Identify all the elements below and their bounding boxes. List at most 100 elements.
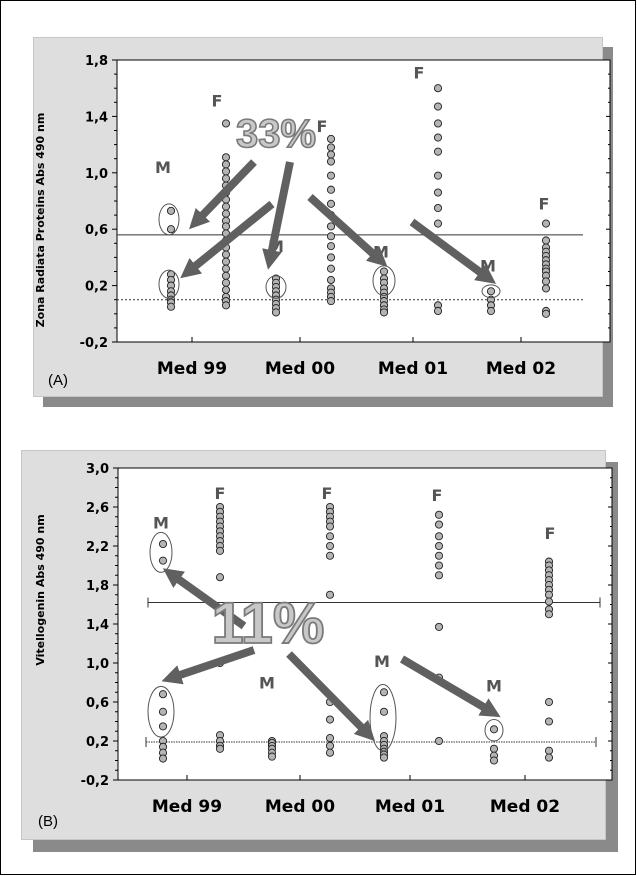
data-point-f [221,167,231,176]
data-point-f [326,150,336,159]
data-point-m [489,744,499,753]
data-point-f [326,199,336,208]
annotation-arrow [286,651,376,742]
data-point-f [326,275,336,285]
data-point-f [325,551,335,560]
data-point-f [326,253,336,262]
data-point-m [271,308,281,317]
x-category-label: Med 01 [378,359,448,379]
data-point-f [326,143,336,152]
data-point-f [326,242,336,251]
data-point-f [221,222,231,231]
data-point-f [544,697,554,707]
data-point-f [221,271,231,280]
y-tick-label: 0,6 [86,696,109,711]
data-point-f [544,717,554,726]
data-point-m [166,225,176,234]
y-tick-label: 3,0 [86,462,109,477]
annotation-arrow [161,646,256,685]
data-point-f [434,736,444,746]
data-point-f [326,232,336,241]
data-point-m [489,725,499,734]
data-point-f [325,734,335,743]
annotation-arrow [180,200,275,279]
data-point-f [541,284,551,293]
annotation-arrow [162,568,247,630]
data-point-f [221,153,231,162]
data-point-f [434,541,444,551]
data-point-f [221,278,231,287]
data-point-m [158,722,168,731]
data-point-f [221,160,231,169]
annotation-arrow [307,194,388,267]
m-ellipse-med99-low [158,269,180,299]
series-label-m: M [374,652,390,671]
m-ellipse-med02 [484,719,504,742]
series-label-f: F [539,194,550,213]
data-point-f [326,264,336,273]
x-category-label: Med 99 [152,797,222,817]
series-label-f: F [432,486,443,505]
m-ellipse-med99-high [149,531,173,573]
y-tick-label: 2,2 [86,540,109,555]
y-tick-label: 0,2 [85,280,108,295]
series-label-f: F [215,484,226,503]
m-ellipse-med01 [369,683,397,752]
data-point-f [325,715,335,724]
data-point-f [433,306,443,316]
data-point-m [166,302,176,311]
data-point-f [434,510,444,519]
data-point-f [541,277,551,286]
data-point-f [433,188,443,197]
data-point-f [433,147,443,156]
data-point-f [541,219,551,228]
data-point-f [433,84,443,93]
series-label-f: F [322,484,333,503]
y-tick-label: 1,4 [85,110,108,125]
data-point-f [434,622,444,631]
data-point-f [215,573,225,582]
x-category-label: Med 00 [265,797,335,817]
data-point-f [221,174,231,183]
data-point-m [379,688,389,697]
data-point-m [158,707,168,716]
y-tick-label: 1,0 [85,167,108,182]
data-point-f [326,297,336,306]
m-ellipse-med99-high [158,203,180,236]
x-category-label: Med 99 [157,359,227,379]
series-label-f: F [414,63,425,82]
data-point-m [379,267,389,276]
m-ellipse-med99-low [147,685,175,738]
data-point-m [166,206,176,215]
series-label-m: M [259,673,275,692]
data-point-f [434,532,444,541]
data-point-f [221,264,231,273]
m-ellipse-med00 [265,275,287,299]
annotation-arrow [399,655,501,718]
data-point-f [325,522,335,531]
data-point-m [158,754,168,763]
x-category-label: Med 02 [490,797,560,817]
data-point-f [433,119,443,128]
data-point-f [433,133,443,142]
panel-label: (B) [38,813,58,830]
data-point-f [326,185,336,194]
y-tick-label: -0,2 [80,336,108,351]
data-point-m [486,287,496,296]
panel-label: (A) [48,372,68,389]
percent-annotation: 33% [236,112,316,156]
percent-annotation: 11% [212,591,325,656]
data-point-f [326,157,336,166]
y-tick-label: 0,2 [86,735,109,750]
data-point-f [221,119,231,128]
data-point-f [215,546,225,555]
data-point-f [434,561,444,570]
y-tick-label: -0,2 [81,774,109,789]
data-point-f [215,744,225,753]
m-ellipse-med02 [481,284,501,299]
data-point-f [326,171,336,180]
data-point-m [379,707,389,716]
data-point-m [158,690,168,699]
